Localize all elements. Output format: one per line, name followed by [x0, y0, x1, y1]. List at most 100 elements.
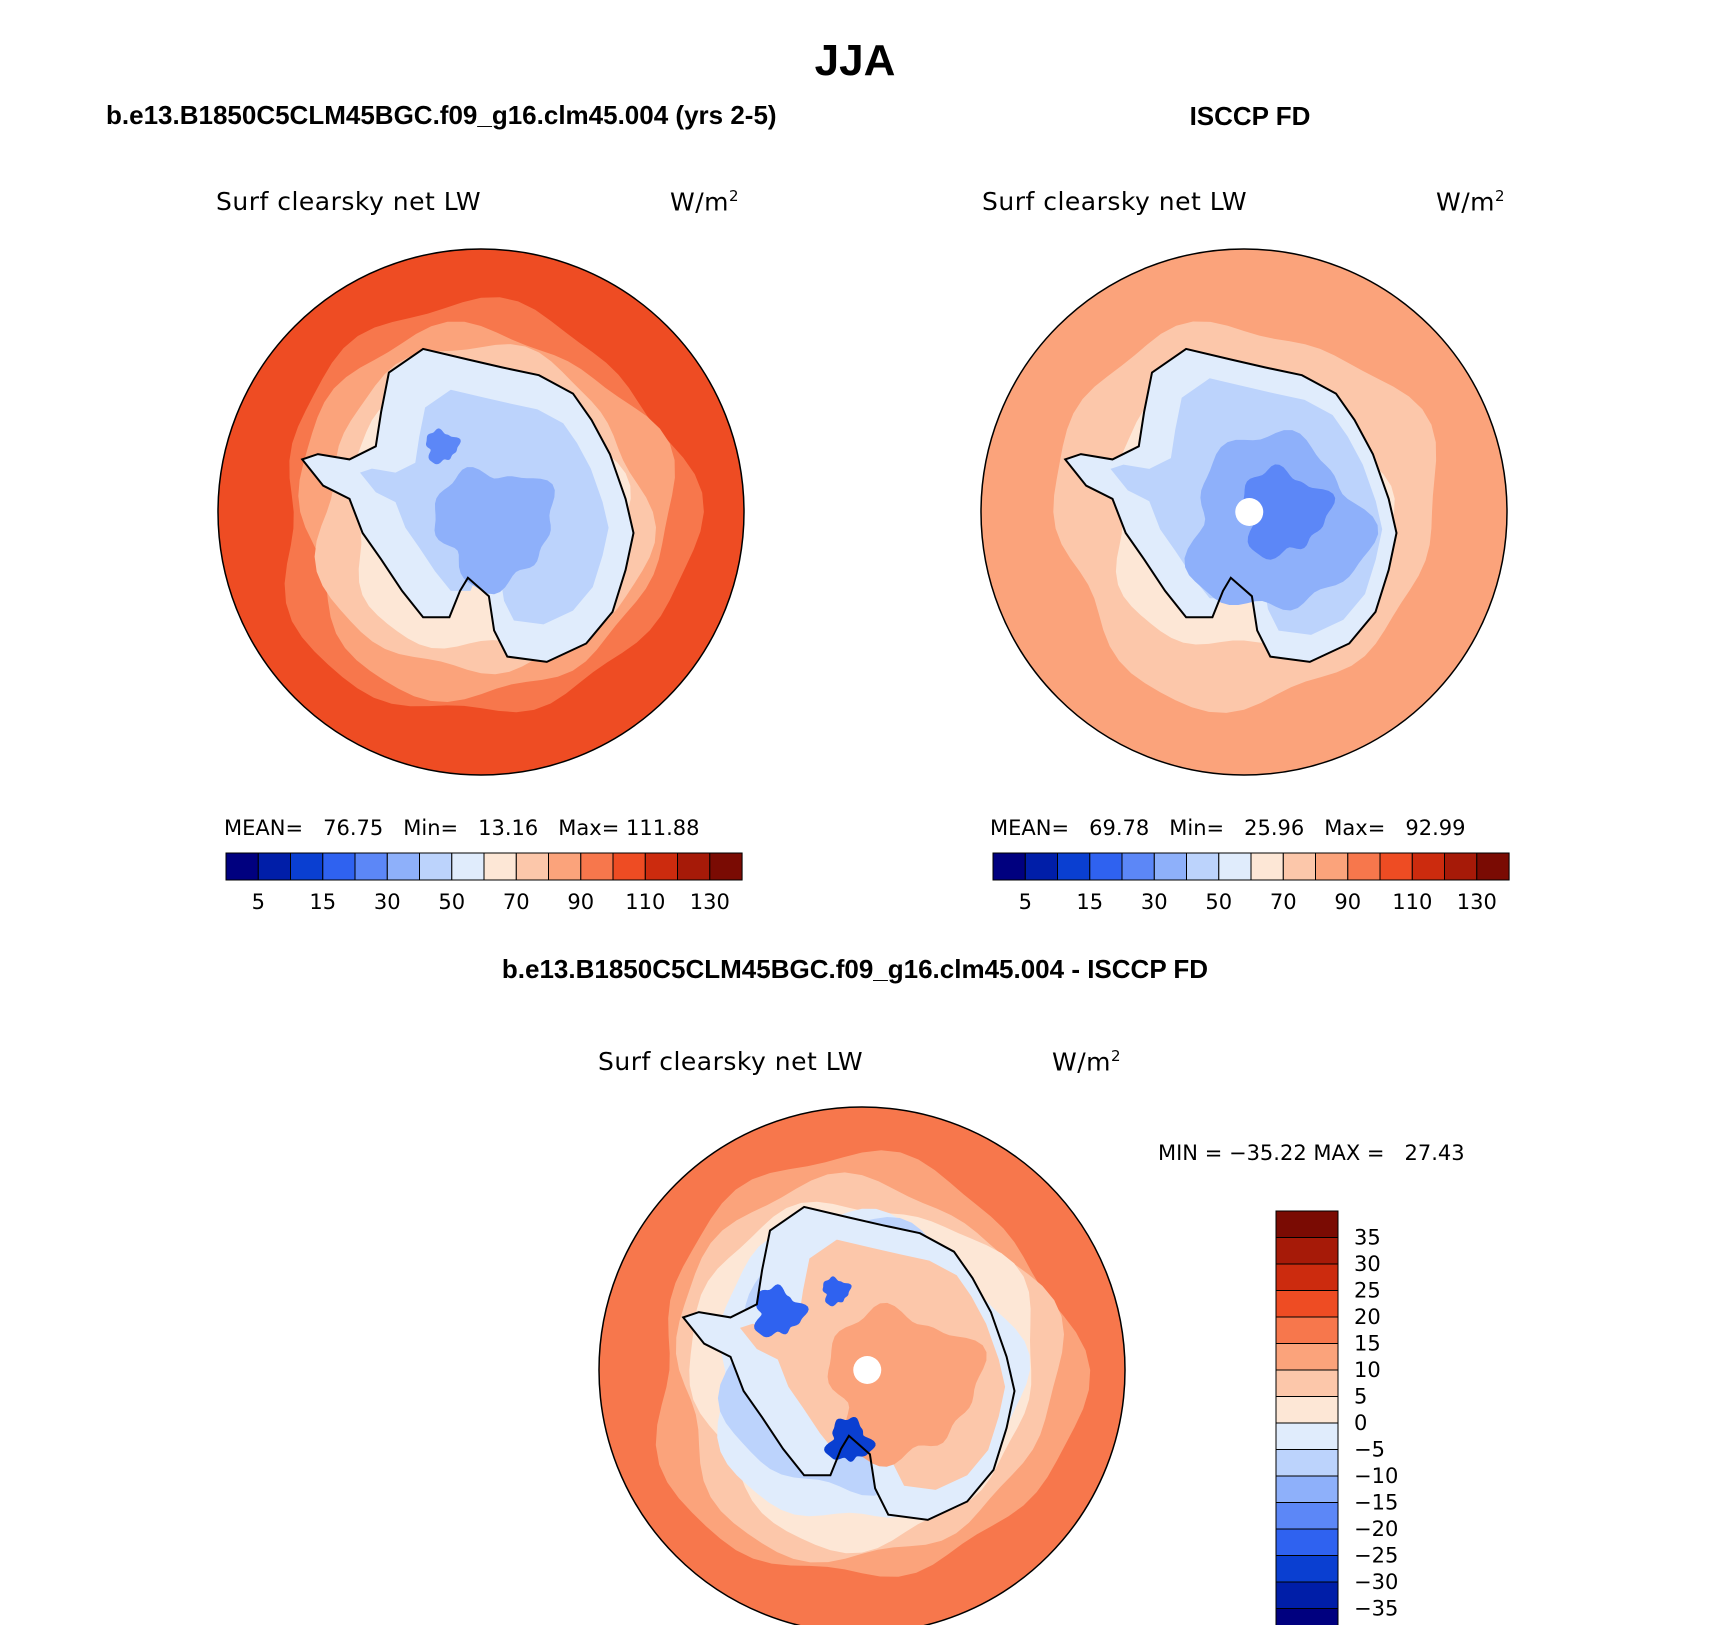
contour-band [754, 1284, 809, 1338]
colorbar-swatch [1153, 852, 1188, 881]
colorbar-2: 5 15 30 50 70 90 110 130 [992, 852, 1510, 914]
colorbar-tick-label: 30 [374, 890, 401, 914]
colorbar-swatch [483, 852, 517, 881]
pole-hole [1235, 498, 1264, 526]
colorbar-swatch [1275, 1581, 1339, 1609]
colorbar-swatch [1275, 1555, 1339, 1583]
colorbar-swatch [709, 852, 743, 881]
colorbar-swatch [322, 852, 356, 881]
colorbar-swatch [1250, 852, 1284, 881]
panel3-variable-label: Surf clearsky net LW [598, 1047, 864, 1076]
pole-hole [853, 1356, 882, 1384]
colorbar-swatch [386, 852, 421, 881]
contour-band [1242, 464, 1336, 560]
globe-1-field [218, 249, 744, 775]
colorbar-swatch [1275, 1422, 1339, 1450]
colorbar-tick-label: 0 [1354, 1411, 1367, 1435]
colorbar-tick-label: 50 [1205, 890, 1232, 914]
colorbar-swatch [1275, 1210, 1339, 1238]
colorbar-tick-label: 30 [1354, 1252, 1381, 1276]
colorbar-tick-label: 5 [1019, 890, 1032, 914]
colorbar-tick-label: 10 [1354, 1358, 1381, 1382]
colorbar-swatch [1444, 852, 1478, 881]
colorbar-swatch [1275, 1449, 1339, 1477]
colorbar-tick-label: −5 [1354, 1438, 1385, 1462]
panel3-units-label: W/m2 [1052, 1047, 1122, 1077]
colorbar-tick-label: 5 [252, 890, 265, 914]
colorbar-tick-label: 50 [438, 890, 465, 914]
colorbar-swatch [1476, 852, 1510, 881]
colorbar-tick-label: 35 [1354, 1226, 1381, 1250]
colorbar-swatch [1275, 1502, 1339, 1530]
globe-2-field [981, 249, 1507, 775]
coastline [681, 1205, 1016, 1521]
coastline [1063, 347, 1398, 663]
colorbar-swatch [1218, 852, 1252, 881]
colorbar-tick-label: 15 [1076, 890, 1103, 914]
colorbar-swatch [1275, 1316, 1339, 1344]
colorbar-swatch [580, 852, 614, 881]
colorbar-tick-label: 5 [1354, 1385, 1367, 1409]
colorbar-tick-label: 110 [625, 890, 665, 914]
colorbar-swatch [1379, 852, 1413, 881]
colorbar-tick-label: 30 [1141, 890, 1168, 914]
colorbar-tick-label: −10 [1354, 1464, 1398, 1488]
colorbar-tick-label: −25 [1354, 1544, 1398, 1568]
panel1-variable-label: Surf clearsky net LW [216, 187, 482, 216]
colorbar-tick-label: 90 [567, 890, 594, 914]
contour-band [434, 467, 555, 595]
colorbar-swatch [1121, 852, 1155, 881]
colorbar-tick-label: 70 [1270, 890, 1297, 914]
colorbar-tick-label: −15 [1354, 1491, 1398, 1515]
colorbar-tick-label: 70 [503, 890, 530, 914]
colorbar-tick-label: −35 [1354, 1597, 1398, 1621]
contour-band [426, 428, 461, 465]
colorbar-swatch [1282, 852, 1317, 881]
colorbar-swatch [1275, 1396, 1339, 1424]
colorbar-swatch [225, 852, 259, 881]
colorbar-tick-label: 130 [1457, 890, 1497, 914]
globe-border [980, 248, 1508, 776]
colorbar-swatch [1275, 1237, 1339, 1265]
colorbar-swatch [419, 852, 453, 881]
colorbar-swatch [354, 852, 388, 881]
panel1-units-label: W/m2 [670, 187, 740, 217]
panel3-case-title: b.e13.B1850C5CLM45BGC.f09_g16.clm45.004 … [501, 954, 1209, 984]
colorbar-tick-label: 25 [1354, 1279, 1381, 1303]
colorbar-swatch [1315, 852, 1349, 881]
colorbar-swatch [992, 852, 1026, 881]
contour-band [827, 1302, 987, 1467]
globe-3 [598, 1106, 1126, 1625]
globe-border [598, 1106, 1126, 1625]
globe-1 [217, 248, 745, 776]
colorbar-swatch [1275, 1343, 1339, 1371]
colorbar-tick-label: 90 [1334, 890, 1361, 914]
colorbar-tick-label: 20 [1354, 1305, 1381, 1329]
colorbar-swatch [1275, 1290, 1339, 1318]
colorbar-swatch [677, 852, 711, 881]
colorbar-swatch [290, 852, 324, 881]
colorbar-swatch [1057, 852, 1091, 881]
globe-2 [980, 248, 1508, 776]
colorbar-swatch [515, 852, 550, 881]
colorbar-1: 5 15 30 50 70 90 110 130 [225, 852, 743, 914]
panel2-case-title: ISCCP FD [1189, 101, 1311, 131]
colorbar-swatch [257, 852, 292, 881]
colorbar-swatch [1411, 852, 1446, 881]
colorbar-swatch [1347, 852, 1381, 881]
globe-3-field [599, 1107, 1125, 1625]
colorbar-swatch [548, 852, 582, 881]
colorbar-swatch [1275, 1528, 1339, 1556]
globe-border [217, 248, 745, 776]
main-title: JJA [814, 36, 896, 85]
coastline [300, 347, 635, 663]
colorbar-swatch [1186, 852, 1220, 881]
colorbar-tick-label: −20 [1354, 1517, 1398, 1541]
colorbar-tick-label: 110 [1392, 890, 1432, 914]
colorbar-tick-label: 130 [690, 890, 730, 914]
colorbar-tick-label: 15 [309, 890, 336, 914]
colorbar-swatch [1024, 852, 1059, 881]
panel2-variable-label: Surf clearsky net LW [982, 187, 1248, 216]
